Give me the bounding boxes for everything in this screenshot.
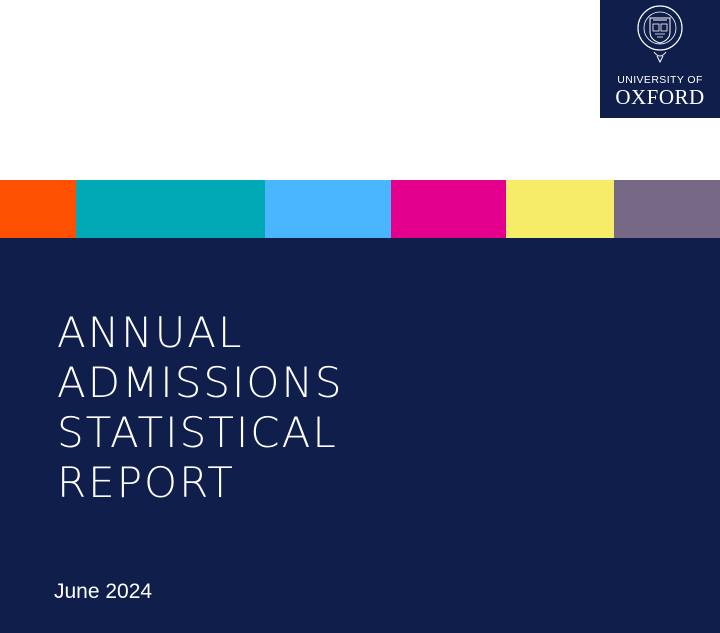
university-logo: UNIVERSITY OF OXFORD xyxy=(600,0,720,118)
report-date: June 2024 xyxy=(54,580,153,603)
cover-panel xyxy=(0,238,720,633)
title-line-4: REPORT xyxy=(57,458,235,507)
title-line-2: ADMISSIONS xyxy=(57,358,344,407)
stripe-segment-yellow xyxy=(506,180,614,238)
oxford-crest-icon xyxy=(637,5,683,64)
logo-oxford: OXFORD xyxy=(615,85,705,109)
stripe-segment-orange xyxy=(0,180,76,238)
color-stripe xyxy=(0,180,720,238)
stripe-segment-teal xyxy=(76,180,265,238)
stripe-segment-sky-blue xyxy=(265,180,391,238)
title-line-3: STATISTICAL xyxy=(57,408,338,457)
title-line-1: ANNUAL xyxy=(57,308,244,357)
logo-university-of: UNIVERSITY OF xyxy=(617,74,703,86)
stripe-segment-magenta xyxy=(391,180,506,238)
report-title: ANNUAL ADMISSIONS STATISTICAL REPORT xyxy=(57,308,344,508)
stripe-segment-purple xyxy=(614,180,720,238)
